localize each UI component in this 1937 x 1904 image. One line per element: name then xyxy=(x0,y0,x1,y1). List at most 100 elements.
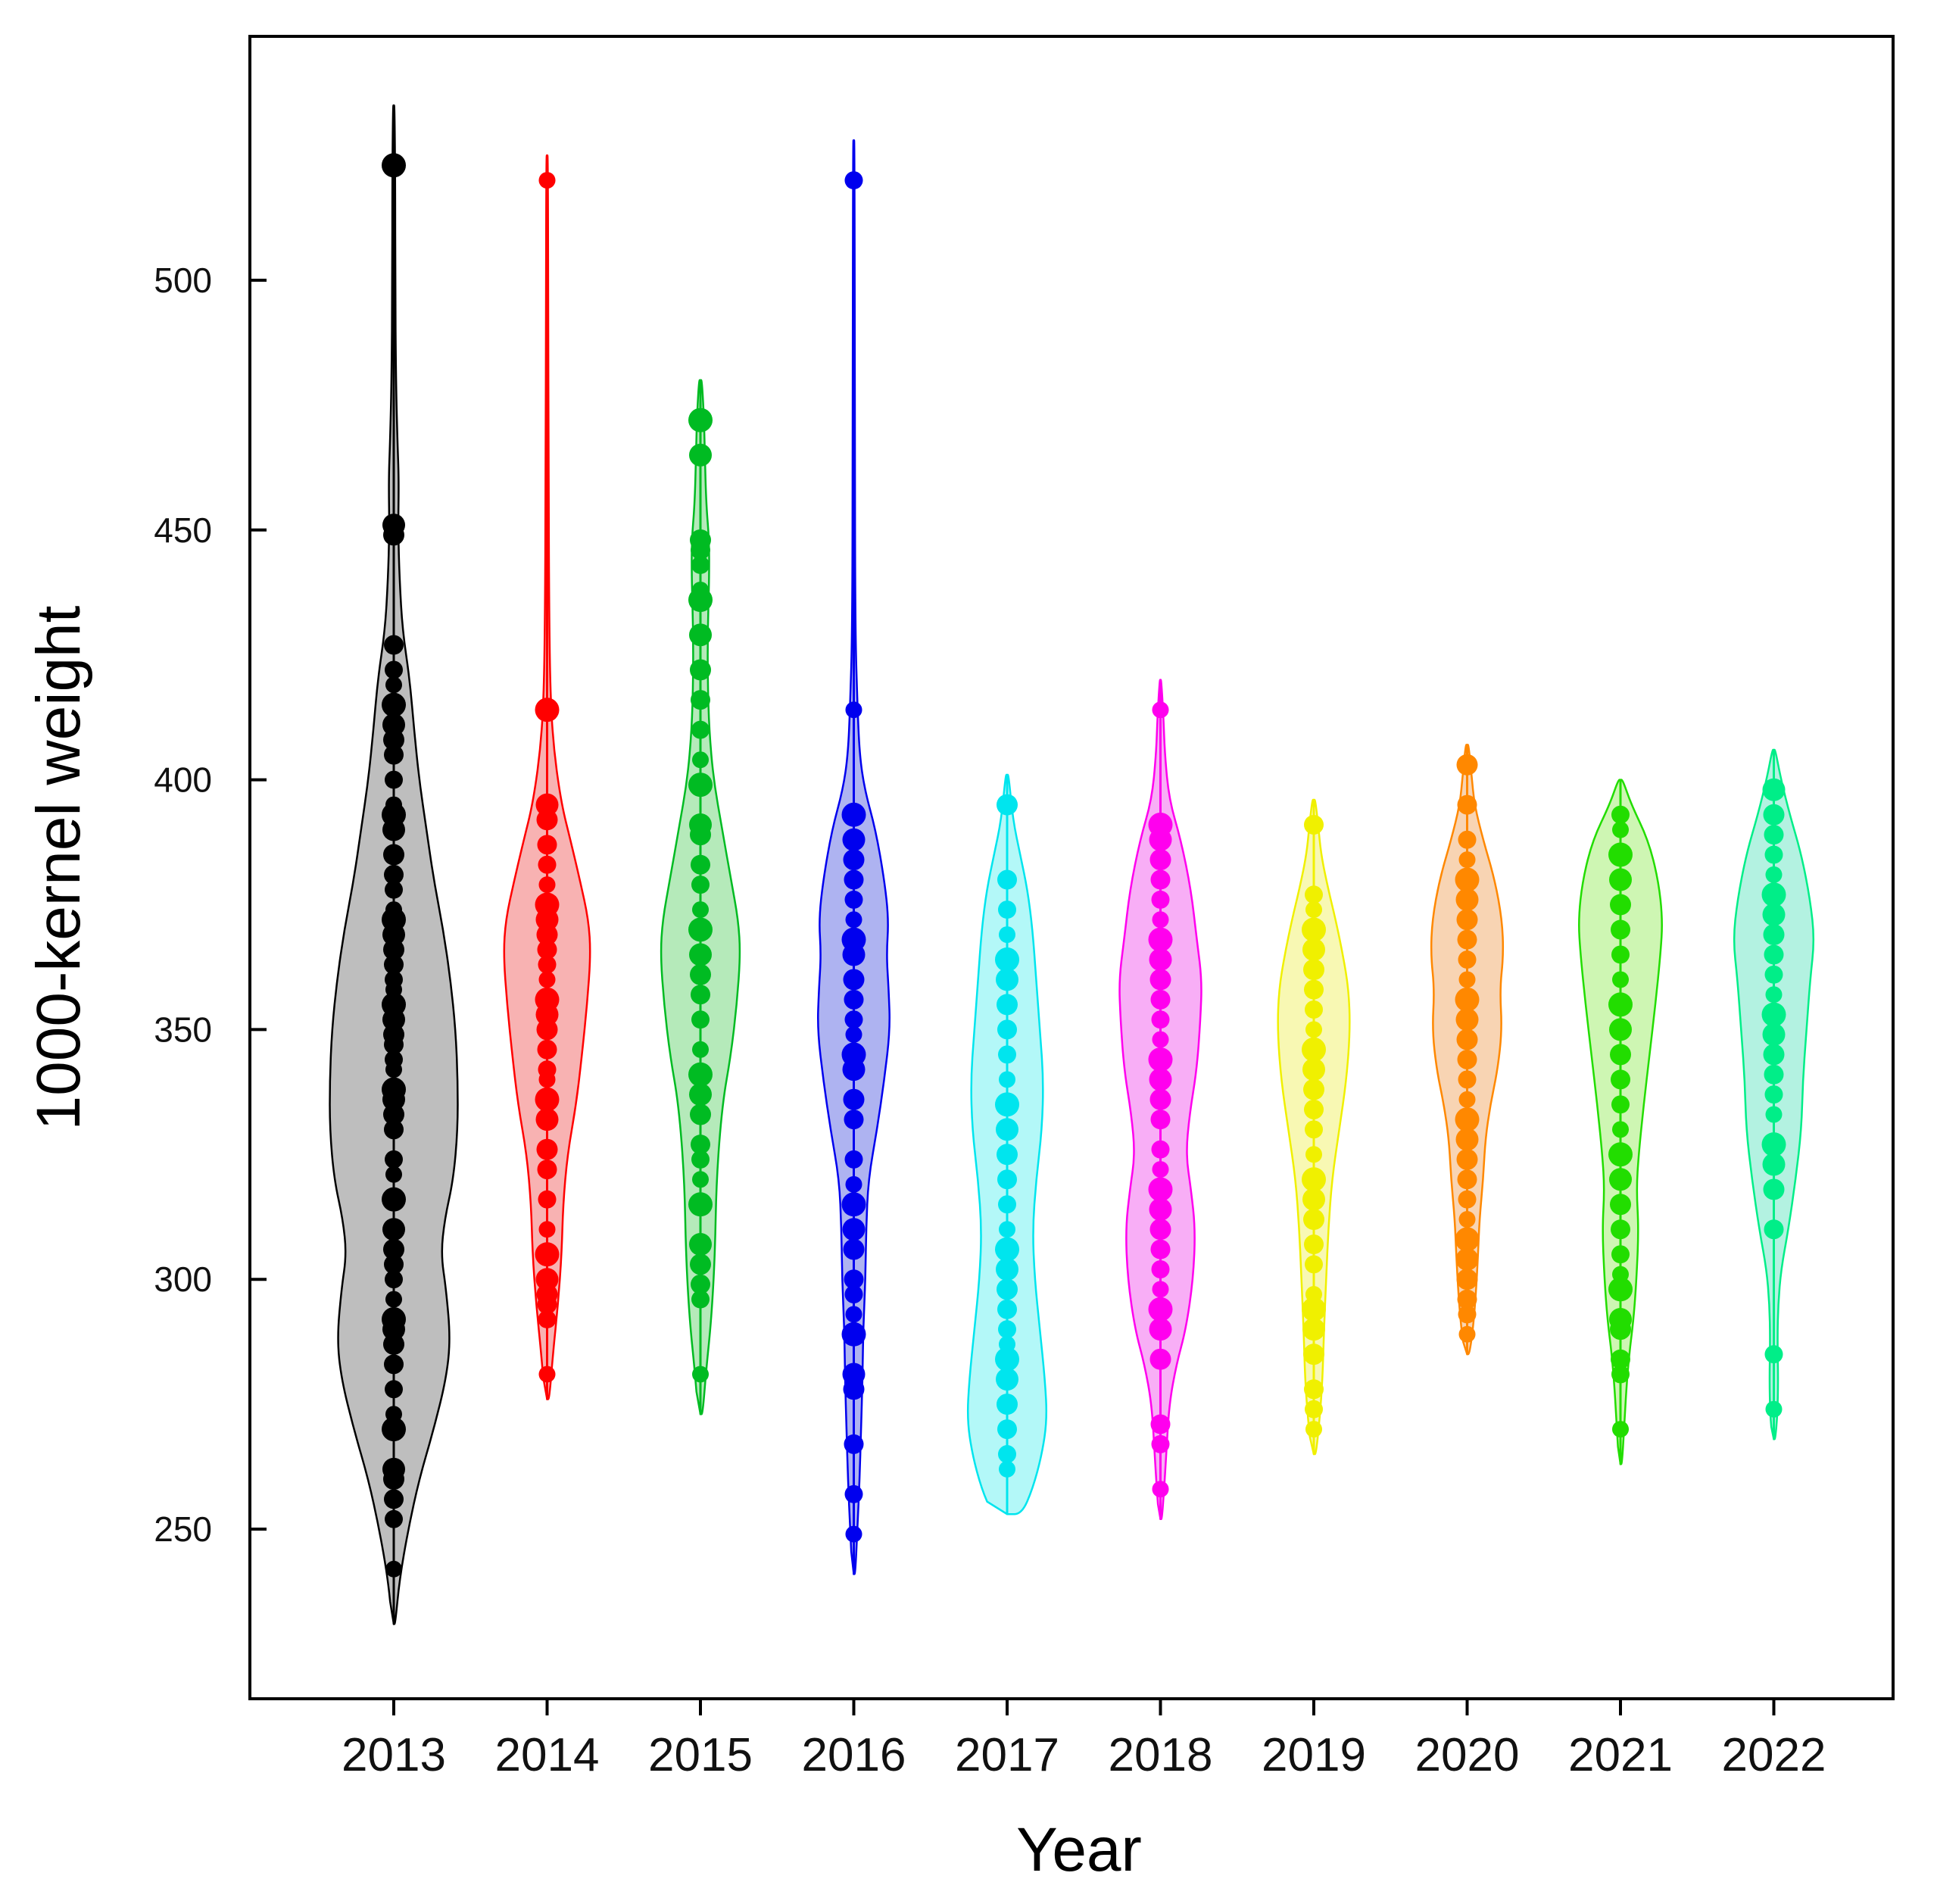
violin-2014 xyxy=(503,154,591,1400)
data-point-2019-6 xyxy=(1305,1285,1322,1303)
data-point-2015-7 xyxy=(691,1150,710,1169)
data-point-2017-17 xyxy=(995,1092,1019,1117)
data-point-2015-34 xyxy=(689,443,712,467)
data-point-2014-13 xyxy=(538,1060,557,1079)
data-point-2022-9 xyxy=(1763,1044,1785,1066)
violin-2015 xyxy=(660,379,741,1416)
y-tick-label-450: 450 xyxy=(154,510,212,550)
data-point-2017-7 xyxy=(998,1320,1016,1339)
x-tick-label-2022: 2022 xyxy=(1722,1729,1826,1781)
data-point-2020-4 xyxy=(1455,1247,1479,1271)
data-point-2021-15 xyxy=(1610,1044,1631,1066)
data-point-2022-5 xyxy=(1761,1132,1786,1157)
data-point-2013-46 xyxy=(382,713,405,737)
data-point-2017-9 xyxy=(997,1278,1018,1300)
data-point-2019-14 xyxy=(1304,1099,1324,1119)
data-point-2017-22 xyxy=(996,968,1018,991)
data-point-2016-15 xyxy=(843,1088,865,1110)
data-point-2019-11 xyxy=(1302,1167,1326,1192)
data-point-2018-14 xyxy=(1150,1110,1171,1130)
data-point-2013-39 xyxy=(383,844,404,866)
data-point-2017-11 xyxy=(995,1237,1019,1262)
x-tick-label-2016: 2016 xyxy=(802,1729,906,1781)
data-point-2020-21 xyxy=(1456,909,1478,931)
data-point-2015-19 xyxy=(691,876,710,894)
data-point-2013-1 xyxy=(385,1509,403,1528)
data-point-2018-10 xyxy=(1149,1197,1172,1221)
data-point-2013-4 xyxy=(382,1457,405,1481)
data-point-2015-5 xyxy=(688,1192,713,1217)
data-point-2021-9 xyxy=(1610,1194,1631,1216)
y-axis: 250 300 350 400 450 500 xyxy=(154,261,267,1549)
data-point-2014-17 xyxy=(535,987,560,1012)
data-point-2017-24 xyxy=(999,926,1015,944)
data-point-2019-18 xyxy=(1305,1021,1322,1038)
data-point-2015-3 xyxy=(690,1253,711,1275)
data-point-2016-7 xyxy=(844,1284,863,1303)
data-point-2015-12 xyxy=(692,1041,709,1058)
data-point-2013-12 xyxy=(385,1291,402,1308)
data-point-2022-3 xyxy=(1763,1178,1785,1200)
data-point-2021-2 xyxy=(1611,1349,1630,1369)
data-point-2022-21 xyxy=(1763,804,1785,826)
data-point-2016-12 xyxy=(845,1175,862,1193)
data-point-2015-9 xyxy=(690,1103,711,1125)
data-point-2022-8 xyxy=(1764,1064,1784,1085)
data-point-2016-28 xyxy=(842,828,866,851)
data-point-2020-25 xyxy=(1458,830,1477,849)
data-point-2013-25 xyxy=(385,1050,403,1069)
data-point-2019-4 xyxy=(1302,1318,1325,1341)
data-point-2016-0 xyxy=(845,1525,862,1543)
data-point-2015-20 xyxy=(691,854,710,875)
data-point-2021-19 xyxy=(1611,945,1630,964)
data-point-2013-17 xyxy=(382,1187,406,1212)
data-point-2013-49 xyxy=(385,660,403,679)
x-tick-label-2018: 2018 xyxy=(1109,1729,1213,1781)
data-point-2020-5 xyxy=(1455,1227,1480,1252)
data-point-2013-31 xyxy=(385,970,403,989)
data-point-2017-2 xyxy=(997,1419,1017,1440)
data-point-2013-36 xyxy=(385,901,402,919)
data-point-2013-11 xyxy=(382,1306,406,1331)
y-tick-label-350: 350 xyxy=(154,1010,212,1049)
data-point-2018-18 xyxy=(1152,1031,1169,1048)
data-point-2018-27 xyxy=(1149,849,1171,871)
violins-layer xyxy=(329,104,1815,1625)
data-point-2018-3 xyxy=(1149,1348,1171,1370)
data-point-2022-2 xyxy=(1764,1219,1784,1240)
data-point-2015-11 xyxy=(688,1062,713,1087)
x-axis: 2013 2014 2015 2016 2017 2018 2019 2020 2021 2022 xyxy=(342,1699,1826,1781)
y-tick-label-250: 250 xyxy=(154,1509,212,1549)
data-point-2017-8 xyxy=(997,1299,1017,1319)
data-point-2018-29 xyxy=(1148,812,1173,837)
data-point-2014-5 xyxy=(535,1242,560,1267)
data-point-2013-16 xyxy=(382,1218,405,1241)
data-point-2013-6 xyxy=(385,1406,402,1423)
data-point-2015-25 xyxy=(691,720,710,739)
data-point-2018-23 xyxy=(1148,927,1173,952)
data-point-2021-8 xyxy=(1611,1219,1630,1240)
data-point-2018-30 xyxy=(1152,701,1169,719)
data-point-2016-10 xyxy=(842,1218,866,1241)
data-point-2015-28 xyxy=(689,623,712,647)
data-point-2013-7 xyxy=(385,1380,403,1399)
data-point-2015-16 xyxy=(689,943,712,966)
data-point-2022-0 xyxy=(1765,1400,1783,1418)
data-point-2016-19 xyxy=(844,1010,863,1029)
data-point-2016-18 xyxy=(845,1025,862,1043)
data-point-2019-26 xyxy=(1304,814,1324,835)
data-point-2015-6 xyxy=(692,1171,709,1188)
x-tick-label-2019: 2019 xyxy=(1262,1729,1366,1781)
data-point-2013-0 xyxy=(385,1560,402,1578)
y-tick-label-500: 500 xyxy=(154,261,212,300)
data-point-2019-8 xyxy=(1304,1234,1324,1255)
data-point-2018-22 xyxy=(1149,948,1172,972)
x-tick-label-2013: 2013 xyxy=(342,1729,446,1781)
data-point-2021-11 xyxy=(1608,1142,1633,1167)
data-point-2013-18 xyxy=(385,1166,402,1183)
data-point-2013-8 xyxy=(384,1354,404,1375)
data-point-2020-11 xyxy=(1455,1107,1480,1132)
data-point-2018-20 xyxy=(1150,989,1171,1010)
data-point-2017-20 xyxy=(997,1019,1017,1040)
